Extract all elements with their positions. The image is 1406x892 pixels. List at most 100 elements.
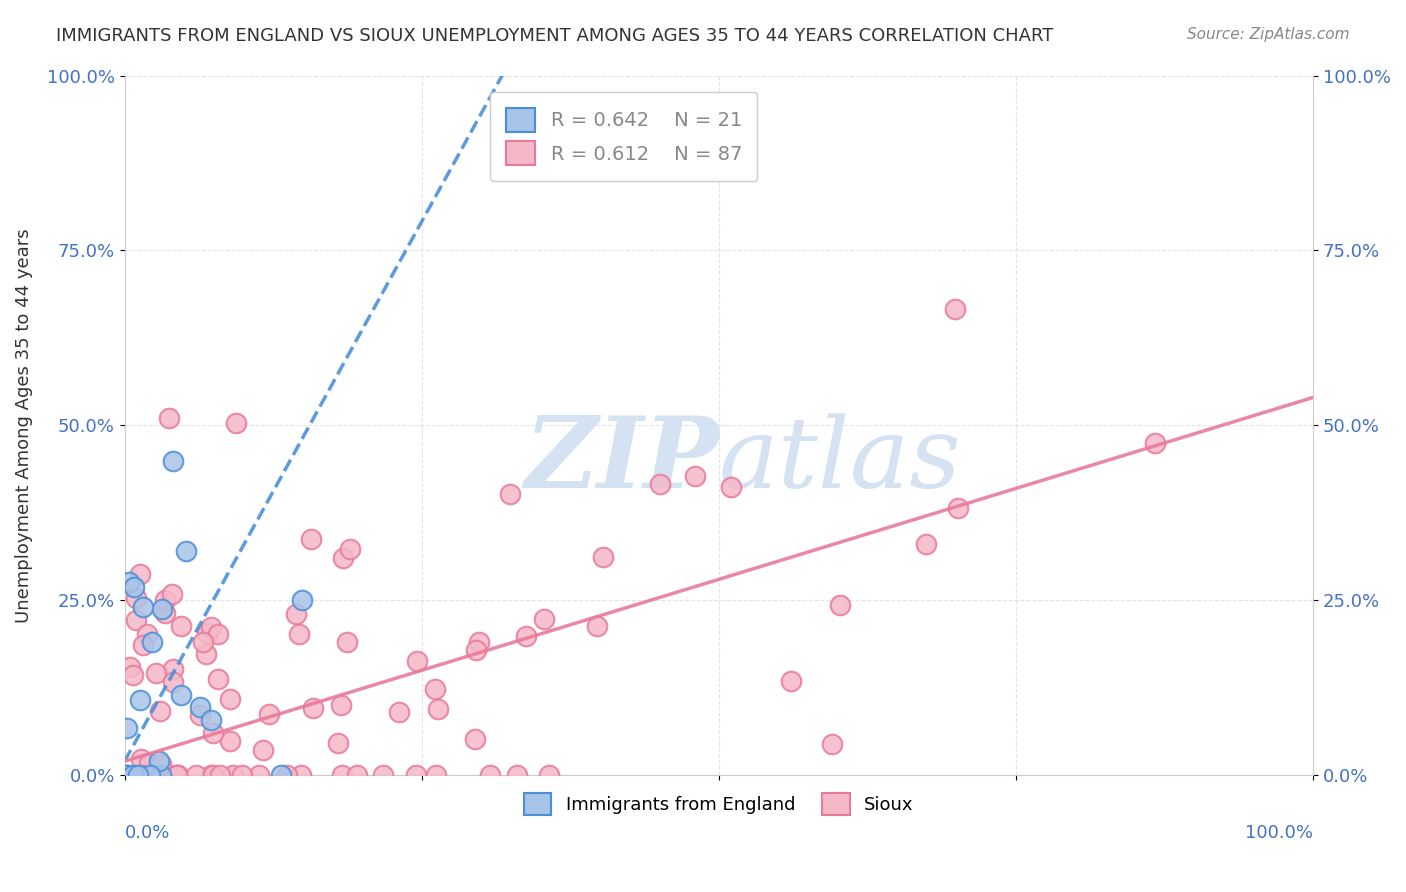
Point (425, 768, 447, 782)
Point (336, 635, 359, 649)
Point (339, 542, 361, 557)
Point (200, 714, 222, 728)
Point (132, 638, 155, 652)
Point (371, 768, 394, 782)
Point (515, 629, 537, 643)
Point (166, 768, 188, 782)
Point (128, 768, 150, 782)
Point (830, 599, 852, 613)
Point (1143, 435, 1166, 450)
Point (115, 768, 138, 782)
Point (326, 736, 349, 750)
Point (506, 768, 529, 782)
Point (129, 752, 152, 766)
Point (121, 768, 143, 782)
Point (388, 705, 411, 719)
Point (332, 550, 354, 565)
Point (222, 768, 245, 782)
Point (162, 454, 184, 468)
Point (118, 660, 141, 674)
Point (184, 768, 207, 782)
Point (406, 654, 429, 668)
Point (153, 592, 176, 607)
Point (209, 768, 232, 782)
Y-axis label: Unemployment Among Ages 35 to 44 years: Unemployment Among Ages 35 to 44 years (15, 228, 32, 623)
Point (138, 768, 160, 782)
Point (200, 620, 222, 634)
Point (162, 674, 184, 689)
Point (479, 768, 502, 782)
Point (346, 768, 368, 782)
Point (149, 704, 172, 718)
Legend: Immigrants from England, Sioux: Immigrants from England, Sioux (517, 786, 921, 822)
Point (290, 768, 312, 782)
Point (191, 635, 214, 649)
Point (946, 501, 969, 516)
Point (538, 768, 561, 782)
Point (465, 642, 488, 657)
Point (195, 625, 218, 640)
Point (195, 647, 218, 661)
Point (145, 665, 167, 680)
Point (276, 768, 298, 782)
Point (405, 768, 427, 782)
Point (225, 416, 247, 430)
Point (285, 607, 308, 621)
Point (426, 702, 449, 716)
Point (252, 743, 274, 757)
Point (299, 533, 322, 547)
Point (132, 768, 155, 782)
Point (141, 635, 163, 649)
Point (188, 700, 211, 714)
Point (330, 768, 353, 782)
Point (132, 600, 155, 615)
Point (135, 627, 157, 641)
Point (115, 721, 138, 735)
Point (166, 768, 188, 782)
Point (149, 756, 172, 771)
Text: IMMIGRANTS FROM ENGLAND VS SIOUX UNEMPLOYMENT AMONG AGES 35 TO 44 YEARS CORRELAT: IMMIGRANTS FROM ENGLAND VS SIOUX UNEMPLO… (56, 27, 1053, 45)
Point (125, 613, 148, 627)
Point (592, 549, 614, 564)
Point (170, 688, 193, 702)
Point (301, 701, 323, 715)
Point (330, 698, 353, 712)
Point (231, 768, 253, 782)
Text: ZIP: ZIP (524, 412, 718, 508)
Point (117, 768, 139, 782)
Point (259, 707, 281, 722)
Point (188, 707, 211, 722)
Point (174, 543, 197, 558)
Point (122, 668, 145, 682)
Point (129, 567, 152, 582)
Point (202, 726, 225, 740)
Point (720, 480, 742, 494)
Point (124, 591, 146, 605)
Point (915, 537, 938, 551)
Point (166, 768, 188, 782)
Point (586, 619, 609, 633)
Point (533, 612, 555, 626)
Point (291, 593, 314, 607)
Point (219, 692, 242, 706)
Point (288, 627, 311, 641)
Point (218, 734, 240, 748)
Point (423, 681, 446, 696)
Point (153, 607, 176, 621)
Point (685, 468, 707, 483)
Text: Source: ZipAtlas.com: Source: ZipAtlas.com (1187, 27, 1350, 42)
Point (202, 768, 225, 782)
Point (142, 768, 165, 782)
Point (170, 619, 193, 633)
Point (207, 626, 229, 640)
Text: 0.0%: 0.0% (125, 824, 170, 842)
Point (150, 602, 173, 616)
Point (270, 768, 292, 782)
Point (127, 768, 149, 782)
Text: atlas: atlas (718, 413, 962, 508)
Point (820, 737, 842, 751)
Text: 100.0%: 100.0% (1246, 824, 1313, 842)
Point (207, 672, 229, 686)
Point (128, 693, 150, 707)
Point (464, 732, 486, 747)
